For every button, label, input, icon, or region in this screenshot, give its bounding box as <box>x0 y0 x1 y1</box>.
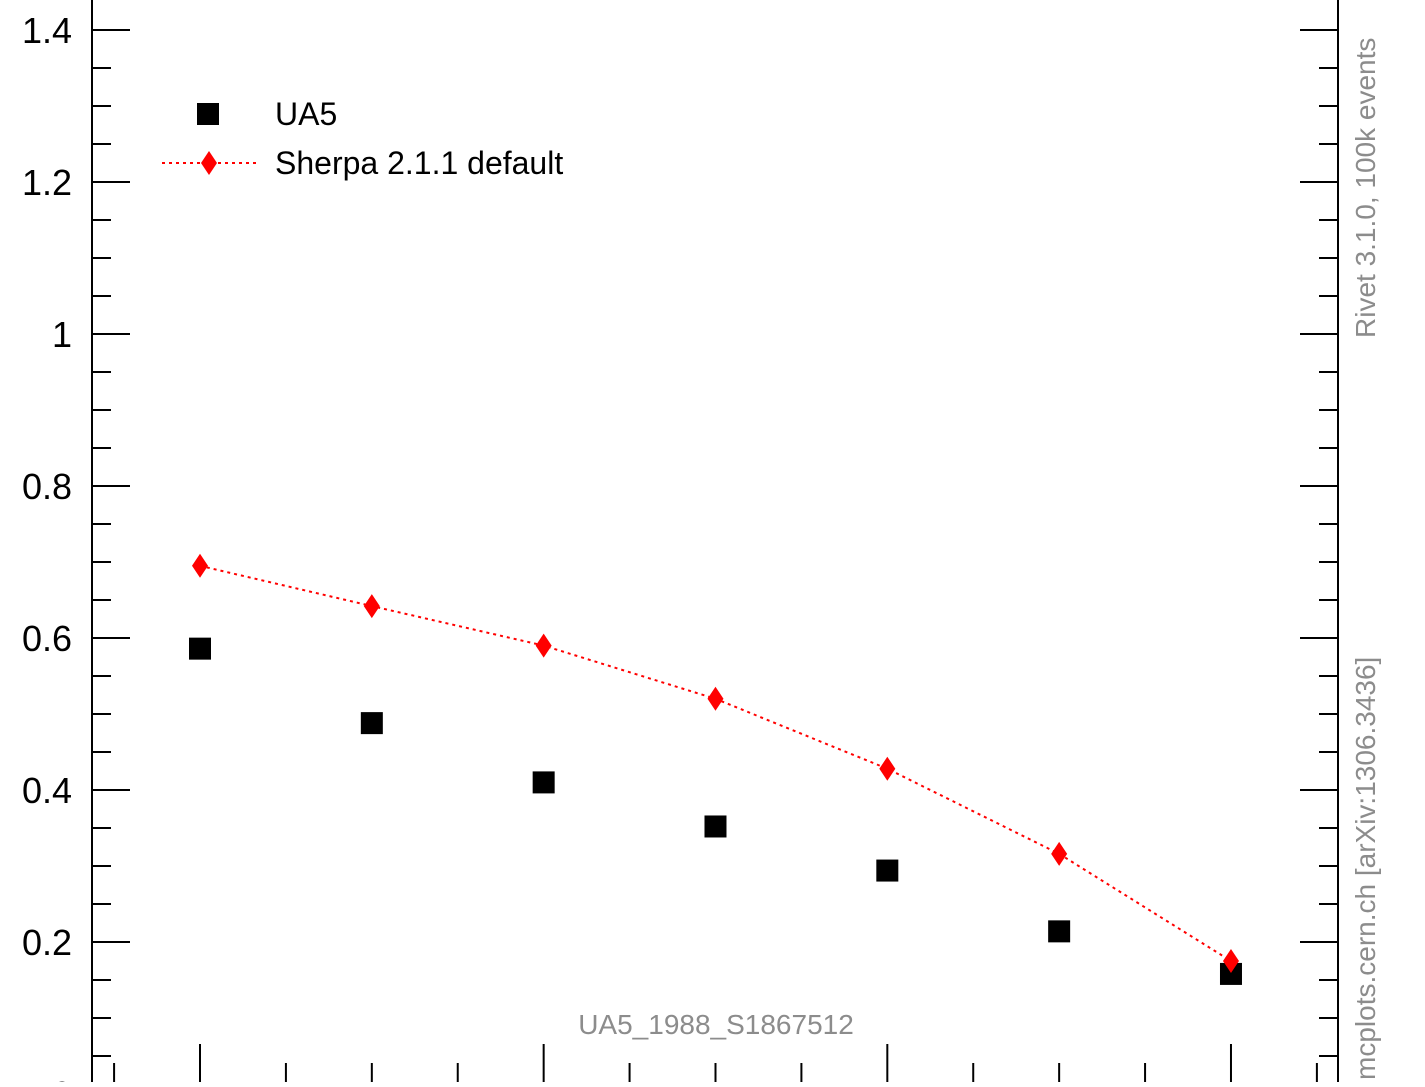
side-text-lower: mcplots.cern.ch [arXiv:1306.3436] <box>1350 657 1381 1080</box>
series-line-1 <box>199 564 1232 962</box>
y-tick-label: 0.6 <box>22 618 72 659</box>
legend-label-sherpa: Sherpa 2.1.1 default <box>275 145 563 181</box>
y-tick-label: 1.2 <box>22 162 72 203</box>
legend-label-ua5: UA5 <box>275 96 337 132</box>
analysis-watermark: UA5_1988_S1867512 <box>578 1009 854 1040</box>
y-axis-ticks: 1.4 1.2 1 0.8 0.6 0.4 0.2 0 <box>22 10 1338 1087</box>
y-tick-label: 1 <box>52 314 72 355</box>
x-axis-ticks <box>113 1044 1318 1082</box>
data-point-sherpa <box>1222 949 1239 973</box>
data-point-ua5 <box>189 637 211 660</box>
data-series <box>189 553 1242 985</box>
y-tick-label: 0.4 <box>22 770 72 811</box>
data-point-sherpa <box>535 633 552 658</box>
plot-frame <box>91 0 1339 1082</box>
legend-marker-ua5 <box>197 103 219 125</box>
side-text-upper: Rivet 3.1.0, 100k events <box>1350 38 1381 338</box>
data-point-ua5 <box>1048 920 1071 943</box>
data-point-ua5 <box>532 771 555 794</box>
y-tick-label: 0 <box>52 1074 72 1082</box>
data-point-sherpa <box>363 594 380 619</box>
y-tick-label: 0.8 <box>22 466 72 507</box>
data-point-sherpa <box>192 553 208 578</box>
y-tick-label: 0.2 <box>22 922 72 963</box>
data-point-sherpa <box>1051 841 1068 866</box>
data-point-ua5 <box>704 815 727 838</box>
data-point-sherpa <box>879 756 896 781</box>
data-point-sherpa <box>707 686 724 711</box>
data-point-ua5 <box>1219 962 1242 985</box>
data-point-ua5 <box>360 712 383 735</box>
legend-marker-sherpa <box>201 151 217 175</box>
y-tick-label: 1.4 <box>22 10 72 51</box>
legend: UA5 Sherpa 2.1.1 default <box>162 96 563 181</box>
data-point-ua5 <box>876 859 899 882</box>
